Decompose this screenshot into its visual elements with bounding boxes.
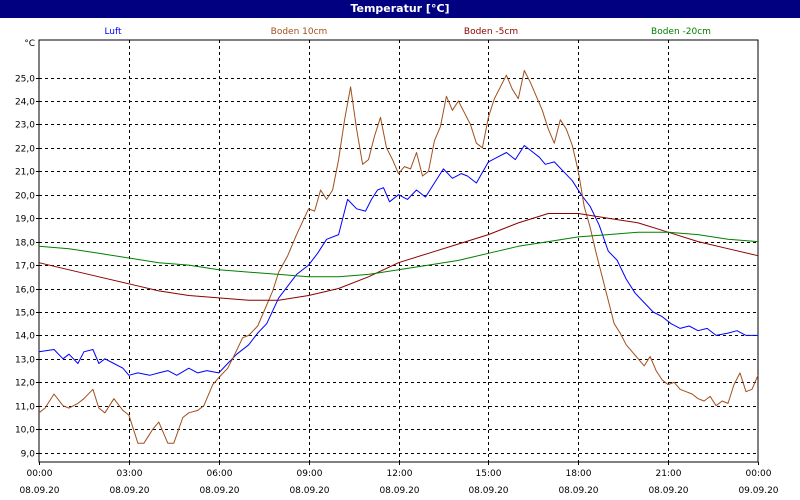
- x-tick-label-time: 12:00: [387, 469, 413, 479]
- x-tick-label-date: 08.09.20: [19, 486, 59, 496]
- legend-entry: Boden -20cm: [651, 27, 711, 37]
- x-tick-label-date: 08.09.20: [199, 486, 239, 496]
- y-tick-label: 22,0: [15, 145, 35, 155]
- x-tick-label-date: 08.09.20: [468, 486, 508, 496]
- x-tick-label-date: 08.09.20: [109, 486, 149, 496]
- x-tick-label-date: 08.09.20: [379, 486, 419, 496]
- y-tick-label: 23,0: [15, 121, 35, 131]
- y-tick-label: 17,0: [15, 262, 35, 272]
- x-tick-label-date: 08.09.20: [558, 486, 598, 496]
- series-line-boden-5cm: [38, 213, 759, 301]
- y-tick-label: 10,0: [15, 426, 35, 436]
- series-layer: [38, 70, 759, 444]
- y-tick-label: 15,0: [15, 309, 35, 319]
- grid-layer: [39, 40, 758, 462]
- x-tick-label-time: 15:00: [476, 469, 502, 479]
- legend-entry: Boden 10cm: [271, 27, 328, 37]
- x-tick-label-time: 06:00: [207, 469, 233, 479]
- y-tick-label: 19,0: [15, 215, 35, 225]
- legend-entry: Luft: [104, 27, 122, 37]
- y-tick-label: 20,0: [15, 192, 35, 202]
- x-tick-label-date: 08.09.20: [289, 486, 329, 496]
- x-tick-label-time: 18:00: [566, 469, 592, 479]
- y-tick-label: 12,0: [15, 379, 35, 389]
- y-tick-label: 25,0: [15, 75, 35, 85]
- y-tick-label: 18,0: [15, 239, 35, 249]
- series-line-boden-20cm: [38, 231, 759, 278]
- axes-layer: 9,0 10,0 11,0 12,0 13,0 14,0 15,0 16,0 17,0 18,0 1…: [15, 39, 779, 496]
- y-axis-label: °C: [24, 39, 35, 49]
- x-tick-label-date: 09.09.20: [738, 486, 778, 496]
- x-tick-label-time: 21:00: [656, 469, 682, 479]
- legend-entry: Boden -5cm: [464, 27, 518, 37]
- legend-layer: Luft Boden 10cm Boden -5cm Boden -20cm: [104, 27, 711, 37]
- series-line-luft: [38, 145, 758, 376]
- x-tick-label-time: 03:00: [117, 469, 143, 479]
- y-tick-label: 14,0: [15, 332, 35, 342]
- plot-frame: [38, 39, 759, 463]
- x-tick-label-time: 00:00: [746, 469, 772, 479]
- chart-title: Temperatur [°C]: [0, 0, 800, 18]
- y-tick-label: 11,0: [15, 403, 35, 413]
- y-tick-label: 24,0: [15, 98, 35, 108]
- y-tick-label: 9,0: [21, 450, 36, 460]
- y-tick-label: 13,0: [15, 356, 35, 366]
- series-line-boden-10cm: [38, 70, 759, 444]
- x-tick-label-time: 09:00: [297, 469, 323, 479]
- x-tick-label-time: 00:00: [27, 469, 53, 479]
- y-tick-label: 16,0: [15, 286, 35, 296]
- y-tick-label: 21,0: [15, 168, 35, 178]
- x-tick-label-date: 08.09.20: [648, 486, 688, 496]
